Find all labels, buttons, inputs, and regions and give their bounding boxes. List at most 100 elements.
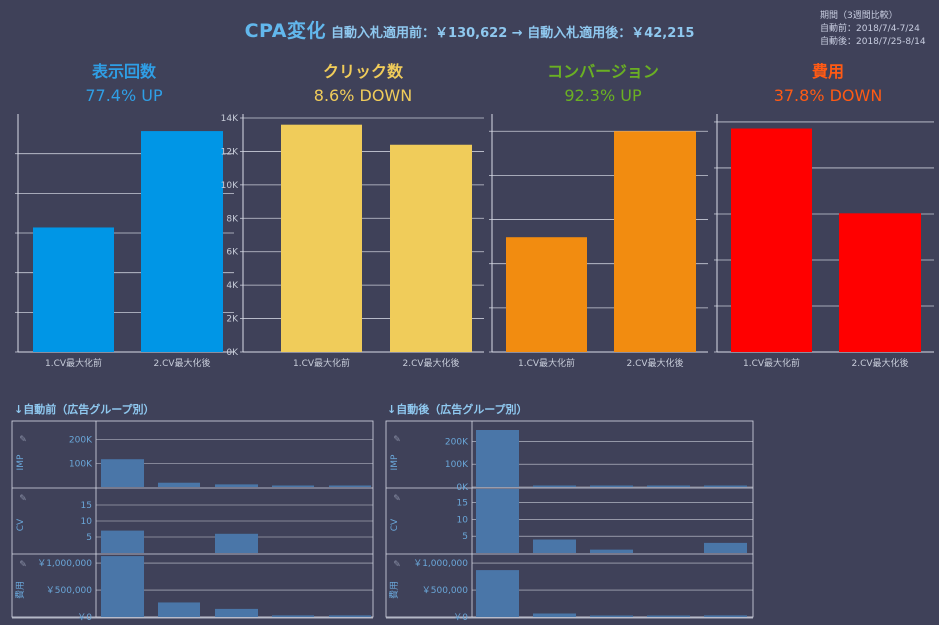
section-before-title: ↓自動前（広告グループ別） xyxy=(14,403,155,416)
metric-title: コンバージョン xyxy=(547,62,659,81)
x-tick-label: 2.CV最大化後 xyxy=(402,357,459,369)
row-label: 費用 xyxy=(388,581,400,599)
bar xyxy=(158,482,200,487)
cpa-title: CPA変化 xyxy=(244,20,326,42)
metric-change: 92.3% UP xyxy=(564,86,642,105)
period-heading: 期間（3週間比較） xyxy=(820,11,898,21)
y-tick-label: 4K xyxy=(226,281,239,291)
bar xyxy=(590,549,633,553)
metric-cost: 費用 37.8% DOWN xyxy=(718,62,938,108)
pin-icon: ✎ xyxy=(19,560,27,570)
row-label: IMP xyxy=(390,454,400,470)
bar xyxy=(215,484,258,487)
x-tick-label: 1.CV最大化前 xyxy=(45,357,102,369)
row-label: CV xyxy=(390,518,400,531)
y-tick-label: 100K xyxy=(445,460,469,470)
bar xyxy=(614,131,696,352)
row-label: 費用 xyxy=(14,581,26,599)
bar xyxy=(158,602,200,617)
y-tick-label: ￥1,000,000 xyxy=(37,559,92,569)
bar xyxy=(329,485,371,487)
bar xyxy=(215,608,258,617)
bar xyxy=(329,615,371,617)
metric-title: クリック数 xyxy=(322,62,403,81)
metric-change: 8.6% DOWN xyxy=(313,86,413,105)
cpa-header: CPA変化 自動入札適用前：￥130,622 → 自動入札適用後：￥42,215 xyxy=(0,16,939,43)
bar xyxy=(647,485,690,487)
row-label: CV xyxy=(16,518,26,531)
y-tick-label: 6K xyxy=(226,248,239,258)
y-tick-label: ￥0 xyxy=(453,613,468,623)
x-tick-label: 2.CV最大化後 xyxy=(153,357,210,369)
bar xyxy=(731,128,812,352)
y-tick-label: ￥0 xyxy=(77,613,92,623)
bar xyxy=(33,227,114,352)
x-tick-label: 2.CV最大化後 xyxy=(626,357,683,369)
metric-impressions: 表示回数 77.4% UP xyxy=(14,62,234,108)
pin-icon: ✎ xyxy=(393,494,401,504)
y-tick-label: ￥500,000 xyxy=(422,586,468,596)
bar xyxy=(506,237,587,352)
metric-change: 37.8% DOWN xyxy=(773,86,883,105)
bar xyxy=(647,615,690,617)
bar xyxy=(839,213,921,352)
pin-icon: ✎ xyxy=(19,494,27,504)
pin-icon: ✎ xyxy=(393,560,401,570)
bar xyxy=(704,542,747,553)
y-tick-label: 10 xyxy=(457,515,469,525)
cpa-subtitle: 自動入札適用前：￥130,622 → 自動入札適用後：￥42,215 xyxy=(331,26,695,41)
bar xyxy=(101,530,144,553)
y-tick-label: 200K xyxy=(445,437,469,447)
bar xyxy=(476,430,519,487)
period-info: 期間（3週間比較） 自動前：2018/7/4-7/24 自動後：2018/7/2… xyxy=(820,10,926,49)
period-before: 自動前：2018/7/4-7/24 xyxy=(820,24,920,34)
metric-title: 費用 xyxy=(811,62,844,81)
bar xyxy=(390,144,472,352)
y-tick-label: 15 xyxy=(81,501,92,511)
y-tick-label: 5 xyxy=(86,533,92,543)
pin-icon: ✎ xyxy=(19,435,27,445)
y-tick-label: 0K xyxy=(456,483,469,493)
metric-clicks: クリック数 8.6% DOWN xyxy=(253,62,473,108)
bar xyxy=(533,485,576,487)
y-tick-label: ￥500,000 xyxy=(46,586,92,596)
y-tick-label: 200K xyxy=(69,436,93,446)
y-tick-label: 12K xyxy=(221,147,239,157)
bar xyxy=(476,570,519,617)
y-tick-label: 8K xyxy=(226,214,239,224)
period-after: 自動後：2018/7/25-8/14 xyxy=(820,37,926,47)
y-tick-label: 0K xyxy=(226,348,239,358)
y-tick-label: 15 xyxy=(457,498,468,508)
bar xyxy=(533,613,576,617)
metric-conversions: コンバージョン 92.3% UP xyxy=(493,62,713,108)
bar xyxy=(590,485,633,487)
bar xyxy=(215,533,258,553)
section-after-title: ↓自動後（広告グループ別） xyxy=(387,403,528,416)
bar xyxy=(476,489,519,553)
y-tick-label: 14K xyxy=(221,114,239,124)
y-tick-label: 2K xyxy=(226,315,239,325)
pin-icon: ✎ xyxy=(393,435,401,445)
bar xyxy=(272,485,314,487)
x-tick-label: 1.CV最大化前 xyxy=(518,357,575,369)
x-tick-label: 2.CV最大化後 xyxy=(851,357,908,369)
y-tick-label: 5 xyxy=(462,532,468,542)
bar xyxy=(141,131,223,352)
bar xyxy=(533,539,576,553)
metric-title: 表示回数 xyxy=(91,62,156,81)
metric-change: 77.4% UP xyxy=(85,86,163,105)
bar xyxy=(590,615,633,617)
y-tick-label: ￥1,000,000 xyxy=(413,559,468,569)
y-tick-label: 100K xyxy=(69,459,93,469)
y-tick-label: 10 xyxy=(81,517,93,527)
bar xyxy=(281,124,362,352)
bar xyxy=(101,459,144,487)
y-tick-label: 10K xyxy=(221,181,239,191)
bar xyxy=(101,556,144,617)
bar xyxy=(272,615,314,617)
bar xyxy=(704,485,747,487)
bar xyxy=(704,615,747,617)
x-tick-label: 1.CV最大化前 xyxy=(743,357,800,369)
x-tick-label: 1.CV最大化前 xyxy=(293,357,350,369)
